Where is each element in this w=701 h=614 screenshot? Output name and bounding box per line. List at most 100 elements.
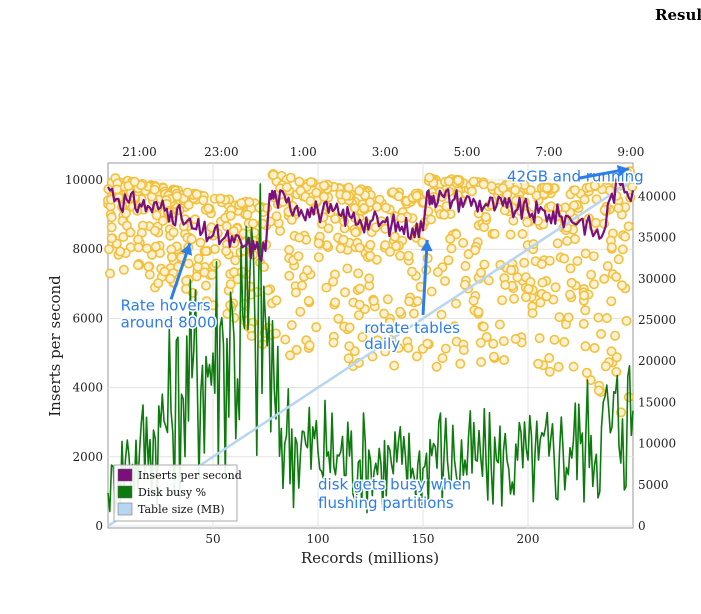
y2-tick-label: 20000 xyxy=(638,354,676,368)
scatter-point xyxy=(395,306,406,317)
scatter-point xyxy=(284,244,295,255)
scatter-point xyxy=(611,271,622,282)
scatter-point xyxy=(579,194,590,205)
scatter-point xyxy=(623,392,634,403)
scatter-point xyxy=(580,305,591,316)
scatter-point xyxy=(559,253,570,264)
scatter-point xyxy=(379,308,390,319)
y-axis-label: Inserts per second xyxy=(46,275,64,417)
scatter-point xyxy=(404,296,415,307)
scatter-point xyxy=(479,259,490,270)
scatter-point xyxy=(426,286,437,297)
scatter-point xyxy=(470,245,481,256)
scatter-point xyxy=(478,179,489,190)
scatter-point xyxy=(333,313,344,324)
scatter-point xyxy=(284,270,295,281)
scatter-point xyxy=(452,175,463,186)
scatter-point xyxy=(568,361,579,372)
scatter-point xyxy=(380,202,391,213)
scatter-point xyxy=(552,238,563,249)
scatter-point xyxy=(203,203,214,214)
scatter-point xyxy=(419,322,430,333)
scatter-point xyxy=(191,271,202,282)
y-tick-label: 0 xyxy=(95,519,103,533)
scatter-point xyxy=(328,337,339,348)
scatter-point xyxy=(343,353,354,364)
scatter-point xyxy=(142,243,153,254)
scatter-point xyxy=(311,187,322,198)
scatter-point xyxy=(499,354,510,365)
scatter-point xyxy=(344,322,355,333)
scatter-point xyxy=(225,210,236,221)
scatter-point xyxy=(198,195,209,206)
y2-tick-label: 40000 xyxy=(638,189,676,203)
scatter-point xyxy=(544,366,555,377)
annotation: flushing partitions xyxy=(318,494,454,512)
scatter-point xyxy=(613,203,624,214)
scatter-point xyxy=(589,180,600,191)
scatter-point xyxy=(354,283,365,294)
scatter-point xyxy=(165,273,176,284)
scatter-point xyxy=(364,273,375,284)
scatter-point xyxy=(105,268,116,279)
top-tick-label: 21:00 xyxy=(122,145,157,159)
scatter-point xyxy=(602,261,613,272)
scatter-point xyxy=(599,273,610,284)
annotation: daily xyxy=(364,335,400,353)
scatter-point xyxy=(318,180,329,191)
scatter-point xyxy=(595,328,606,339)
scatter-point xyxy=(133,260,144,271)
scatter-point xyxy=(544,352,555,363)
scatter-point xyxy=(313,238,324,249)
series-line-1 xyxy=(107,183,634,514)
scatter-point xyxy=(559,336,570,347)
scatter-point xyxy=(443,255,454,266)
scatter-point xyxy=(304,340,315,351)
scatter-point xyxy=(150,225,161,236)
scatter-point xyxy=(563,312,574,323)
scatter-point xyxy=(393,342,404,353)
scatter-point xyxy=(382,294,393,305)
scatter-point xyxy=(525,185,536,196)
annotation-arrow xyxy=(421,239,429,316)
scatter-point xyxy=(339,287,350,298)
scatter-point xyxy=(305,196,316,207)
scatter-point xyxy=(143,261,154,272)
scatter-point xyxy=(150,241,161,252)
scatter-point xyxy=(384,317,395,328)
scatter-point xyxy=(610,330,621,341)
annotation: Rate hovers xyxy=(121,296,211,314)
scatter-point xyxy=(118,232,129,243)
scatter-point xyxy=(313,252,324,263)
scatter-point xyxy=(330,213,341,224)
scatter-point xyxy=(508,293,519,304)
scatter-point xyxy=(129,176,140,187)
scatter-point xyxy=(458,345,469,356)
scatter-point xyxy=(473,306,484,317)
scatter-point xyxy=(183,200,194,211)
scatter-point xyxy=(536,259,547,270)
scatter-point xyxy=(517,229,528,240)
scatter-point xyxy=(242,209,253,220)
scatter-point xyxy=(121,208,132,219)
scatter-point xyxy=(481,331,492,342)
legend-label: Disk busy % xyxy=(138,486,206,499)
scatter-point xyxy=(380,346,391,357)
scatter-point xyxy=(478,321,489,332)
annotation: disk gets busy when xyxy=(318,476,471,494)
scatter-point xyxy=(550,282,561,293)
scatter-point xyxy=(466,186,477,197)
scatter-point xyxy=(425,214,436,225)
x-tick-label: 200 xyxy=(517,532,540,546)
scatter-point xyxy=(125,227,136,238)
scatter-point xyxy=(458,237,469,248)
scatter-point xyxy=(581,367,592,378)
top-tick-label: 3:00 xyxy=(372,145,399,159)
scatter-point xyxy=(403,250,414,261)
scatter-point xyxy=(364,197,375,208)
results-heading: Results xyxy=(655,6,701,24)
scatter-point xyxy=(389,231,400,242)
scatter-point xyxy=(106,212,117,223)
